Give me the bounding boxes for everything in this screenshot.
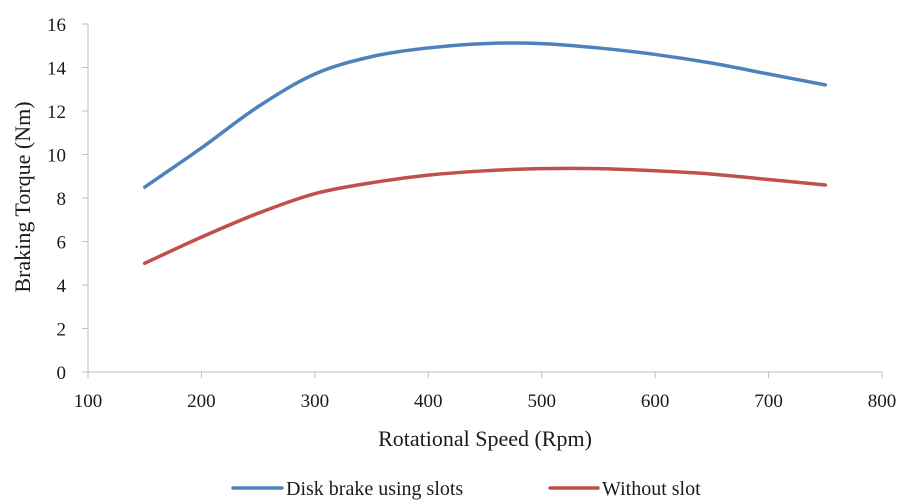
axis-ticks: 100 200 300 400 500 600 700 800 0 2 4 6 8 10 12 14 16 — [47, 15, 896, 412]
y-tick-label: 10 — [47, 146, 66, 167]
x-tick-label: 700 — [754, 391, 783, 412]
x-tick-label: 500 — [527, 391, 556, 412]
x-tick-label: 200 — [187, 391, 216, 412]
series-group — [142, 41, 828, 265]
x-tick-label: 800 — [868, 391, 897, 412]
x-axis-title: Rotational Speed (Rpm) — [378, 426, 592, 451]
y-tick-label: 14 — [47, 59, 67, 80]
x-tick-label: 100 — [74, 391, 103, 412]
legend: Disk brake using slots Without slot — [231, 478, 701, 500]
y-tick-label: 4 — [57, 276, 67, 297]
y-tick-label: 0 — [57, 363, 67, 384]
x-tick-label: 600 — [641, 391, 670, 412]
y-tick-label: 2 — [57, 320, 67, 341]
y-tick-label: 8 — [57, 189, 67, 210]
y-tick-label: 6 — [57, 233, 67, 254]
y-tick-label: 16 — [47, 15, 66, 36]
y-axis-title: Braking Torque (Nm) — [10, 101, 35, 292]
x-tick-label: 300 — [301, 391, 330, 412]
series-line-1 — [142, 41, 828, 189]
x-tick-label: 400 — [414, 391, 443, 412]
legend-label-1: Disk brake using slots — [286, 478, 463, 500]
legend-label-2: Without slot — [602, 478, 701, 500]
y-tick-label: 12 — [47, 102, 66, 123]
series-line-2 — [142, 166, 828, 265]
